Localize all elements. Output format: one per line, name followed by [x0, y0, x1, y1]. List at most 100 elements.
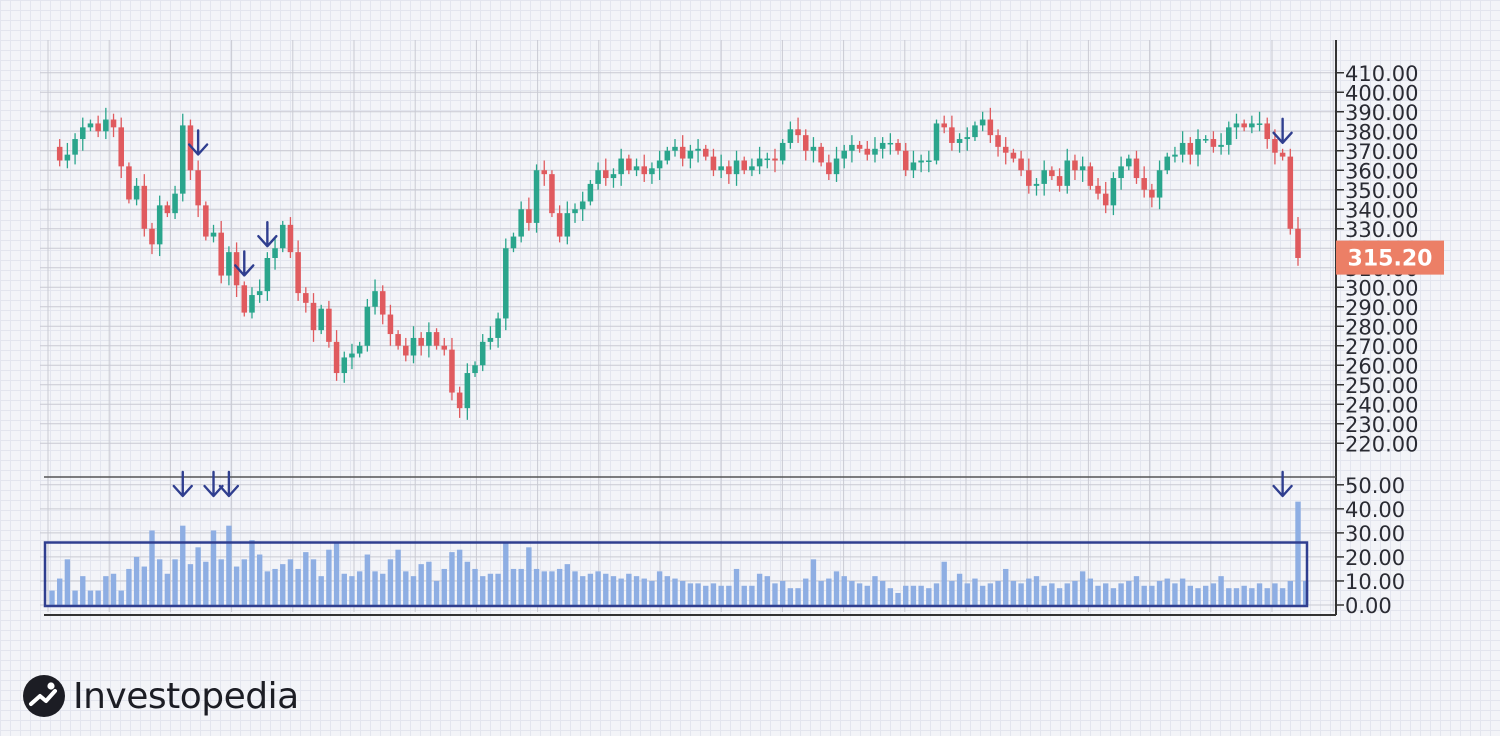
candle-up — [1156, 170, 1163, 198]
volume-bar — [533, 568, 540, 605]
candle-down — [1002, 146, 1009, 153]
volume-bar — [887, 588, 894, 605]
volume-bar — [964, 583, 970, 605]
volume-bar — [1195, 588, 1201, 605]
volume-bar — [249, 540, 255, 605]
volume-bar — [441, 568, 447, 605]
candle-up — [872, 148, 878, 155]
candle-up — [1249, 123, 1255, 128]
candle-down — [1133, 158, 1140, 179]
volume-bar — [341, 573, 347, 605]
candle-up — [479, 341, 486, 366]
candle-down — [603, 170, 609, 179]
candle-down — [1102, 193, 1109, 206]
candle-down — [441, 345, 448, 350]
candle-up — [156, 205, 163, 245]
candle-down — [241, 285, 248, 313]
volume-bar — [733, 568, 740, 605]
volume-bar — [1295, 501, 1301, 605]
volume-bar — [433, 580, 440, 605]
arrow-head — [187, 143, 209, 156]
volume-bar — [1095, 585, 1101, 605]
volume-bar — [56, 578, 63, 605]
axes — [44, 40, 1344, 616]
volume-bar — [95, 590, 101, 605]
volume-bar — [141, 566, 147, 605]
volume-bar — [672, 578, 678, 605]
candle-down — [449, 349, 455, 393]
candle-down — [295, 252, 301, 294]
price-tick-label: 380.00 — [1345, 120, 1418, 144]
volume-bar — [564, 564, 571, 605]
volume-tick-label: 20.00 — [1345, 546, 1405, 570]
volume-bar — [218, 559, 224, 605]
volume-bar — [1141, 585, 1147, 605]
volume-bar — [180, 525, 186, 605]
volume-bar — [1118, 583, 1124, 605]
candle-down — [949, 127, 955, 143]
volume-bar — [718, 585, 724, 605]
candle-down — [995, 135, 1001, 147]
candle-down — [1141, 178, 1147, 190]
volume-bar — [87, 590, 94, 605]
candle-down — [864, 148, 871, 155]
candle-up — [764, 158, 771, 161]
candle-down — [902, 150, 909, 171]
grid-lines — [40, 40, 1336, 612]
candle-up — [226, 252, 232, 276]
candle-up — [1110, 178, 1117, 206]
candle-up — [1041, 170, 1047, 184]
candle-down — [141, 185, 148, 229]
candle-up — [464, 373, 471, 409]
volume-bar — [933, 583, 940, 605]
volume-bar — [1064, 583, 1070, 605]
volume-bar — [426, 561, 432, 605]
volume-bar — [80, 576, 86, 605]
volume-bar — [580, 576, 586, 605]
volume-bar — [1272, 583, 1278, 605]
candle-up — [1195, 139, 1201, 155]
candle-up — [910, 162, 917, 171]
candle-down — [1010, 152, 1017, 159]
candle-up — [587, 183, 594, 202]
candle-down — [95, 123, 101, 132]
candle-up — [426, 332, 432, 346]
candle-up — [487, 337, 494, 342]
volume-bar — [703, 585, 709, 605]
candle-up — [1164, 156, 1171, 171]
arrow-head — [257, 234, 278, 248]
candle-up — [72, 139, 78, 155]
price-down-arrow-icon — [234, 250, 255, 277]
volume-bar — [695, 583, 701, 605]
candle-down — [795, 129, 801, 136]
volume-bar — [1079, 571, 1086, 605]
candle-down — [433, 332, 440, 346]
volume-bar — [403, 571, 409, 605]
volume-bar — [410, 576, 417, 605]
volume-bar — [472, 568, 478, 605]
candle-up — [1033, 183, 1040, 186]
candle-down — [679, 146, 686, 159]
candle-up — [249, 295, 255, 313]
candle-up — [1126, 158, 1132, 167]
candle-up — [672, 146, 678, 151]
volume-bar — [264, 571, 271, 605]
volume-bar — [1164, 578, 1170, 605]
candle-up — [64, 154, 71, 161]
candle-down — [541, 170, 548, 175]
candle-up — [964, 137, 971, 140]
volume-bar — [133, 556, 140, 605]
arrow-head — [1272, 131, 1293, 144]
candle-down — [702, 148, 709, 157]
volume-bar — [1056, 588, 1063, 605]
candle-down — [164, 205, 171, 214]
volume-bar — [72, 590, 78, 605]
volume-bar — [926, 588, 932, 605]
volume-bar — [526, 547, 532, 605]
volume-bar — [226, 525, 232, 605]
volume-bar — [510, 568, 517, 605]
candle-down — [287, 224, 294, 253]
candle-up — [1172, 154, 1178, 157]
arrow-head — [203, 484, 224, 498]
candle-up — [179, 125, 186, 194]
